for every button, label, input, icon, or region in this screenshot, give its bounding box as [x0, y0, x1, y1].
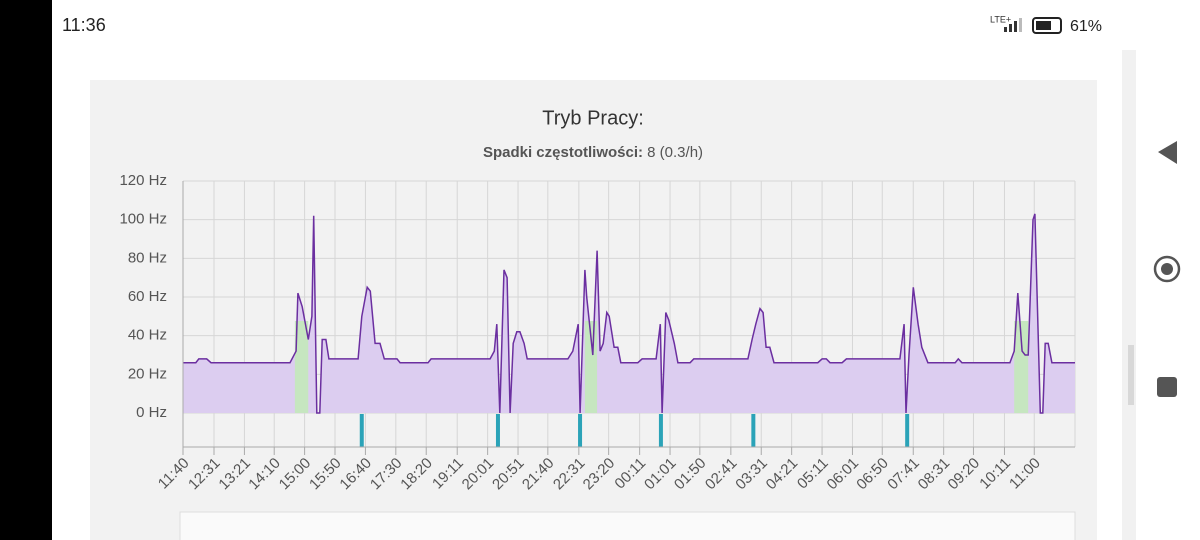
y-tick-label: 80 Hz — [128, 249, 167, 266]
highlight — [294, 321, 309, 413]
network: LTE+ — [990, 14, 1011, 24]
event-marker — [359, 414, 364, 447]
line — [183, 213, 1075, 414]
signal — [1004, 18, 1022, 32]
nav-home[interactable] — [1153, 255, 1181, 283]
event-marker — [905, 414, 910, 447]
scroll-thumb — [1128, 345, 1134, 405]
event-marker — [658, 414, 663, 447]
event-marker — [578, 414, 583, 447]
y-tick-label: 20 Hz — [128, 365, 167, 382]
navigator — [179, 511, 1076, 540]
y-tick-label: 60 Hz — [128, 288, 167, 305]
status-time: 11:36 — [62, 15, 106, 35]
nav-back[interactable] — [1158, 141, 1177, 164]
battery-level — [1036, 21, 1051, 30]
event-marker — [751, 414, 756, 447]
nav-home-dot — [1161, 263, 1173, 275]
subtitle-value: 8 (0.3/h) — [647, 144, 703, 161]
nav-recent[interactable] — [1157, 377, 1177, 397]
subtitle-label: Spadki częstotliwości: — [483, 144, 643, 161]
highlight — [584, 321, 598, 413]
battery-text: 61% — [1070, 18, 1102, 35]
y-tick-label: 0 Hz — [136, 404, 167, 421]
event-marker — [495, 414, 500, 447]
y-tick-label: 120 Hz — [119, 172, 167, 189]
y-tick-label: 100 Hz — [119, 211, 167, 228]
battery-icon — [1032, 17, 1062, 34]
y-tick-label: 40 Hz — [128, 327, 167, 344]
chart-title: Tryb Pracy: — [542, 107, 644, 129]
highlight — [1014, 321, 1029, 413]
left-edge — [0, 0, 52, 540]
chart-subtitle: Spadki częstotliwości: 8 (0.3/h) — [483, 144, 703, 161]
scroll-track — [1122, 50, 1136, 540]
chart-card — [90, 80, 1097, 540]
